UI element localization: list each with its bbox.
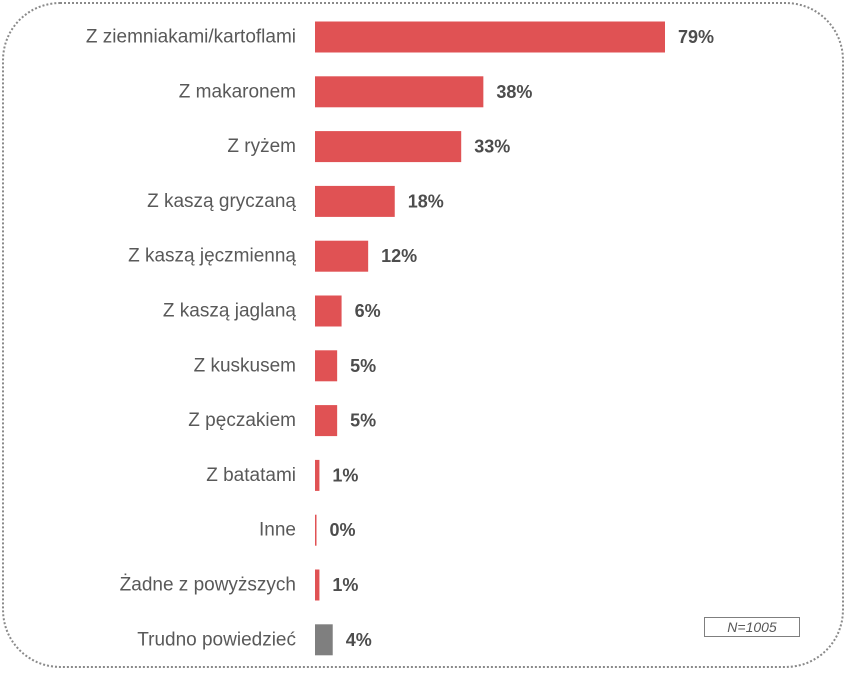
bar bbox=[315, 405, 338, 437]
bar bbox=[315, 76, 484, 108]
category-label: Z kaszą gryczaną bbox=[147, 191, 296, 212]
category-label: Z kaszą jaglaną bbox=[163, 301, 297, 322]
bar bbox=[315, 185, 395, 217]
category-label: Trudno powiedzieć bbox=[137, 629, 296, 650]
value-label: 33% bbox=[474, 137, 510, 157]
value-label: 5% bbox=[350, 356, 376, 376]
bar bbox=[315, 569, 320, 601]
category-label: Z kuskusem bbox=[194, 355, 296, 376]
category-label: Z makaronem bbox=[179, 81, 296, 102]
bar bbox=[315, 459, 320, 491]
bar bbox=[315, 240, 369, 272]
sample-size-note: N=1005 bbox=[704, 617, 800, 637]
value-label: 1% bbox=[332, 465, 358, 485]
value-label: 0% bbox=[330, 520, 356, 540]
value-label: 12% bbox=[381, 246, 417, 266]
bar bbox=[315, 295, 342, 327]
category-label: Inne bbox=[259, 520, 296, 541]
value-label: 79% bbox=[678, 27, 714, 47]
value-label: 1% bbox=[332, 575, 358, 595]
value-label: 5% bbox=[350, 411, 376, 431]
bar bbox=[315, 514, 317, 546]
chart-frame bbox=[2, 2, 844, 668]
bar bbox=[315, 21, 665, 53]
value-label: 6% bbox=[355, 301, 381, 321]
category-label: Z batatami bbox=[206, 465, 296, 486]
value-label: 38% bbox=[496, 82, 532, 102]
value-label: 18% bbox=[408, 191, 444, 211]
category-label: Z ziemniakami/kartoflami bbox=[86, 27, 296, 48]
category-label: Z ryżem bbox=[227, 136, 296, 157]
category-label: Z pęczakiem bbox=[188, 410, 296, 431]
bar bbox=[315, 131, 462, 163]
bar bbox=[315, 350, 338, 382]
value-label: 4% bbox=[346, 630, 372, 650]
category-label: Żadne z powyższych bbox=[120, 575, 296, 596]
bar bbox=[315, 624, 333, 656]
category-label: Z kaszą jęczmienną bbox=[128, 246, 296, 267]
